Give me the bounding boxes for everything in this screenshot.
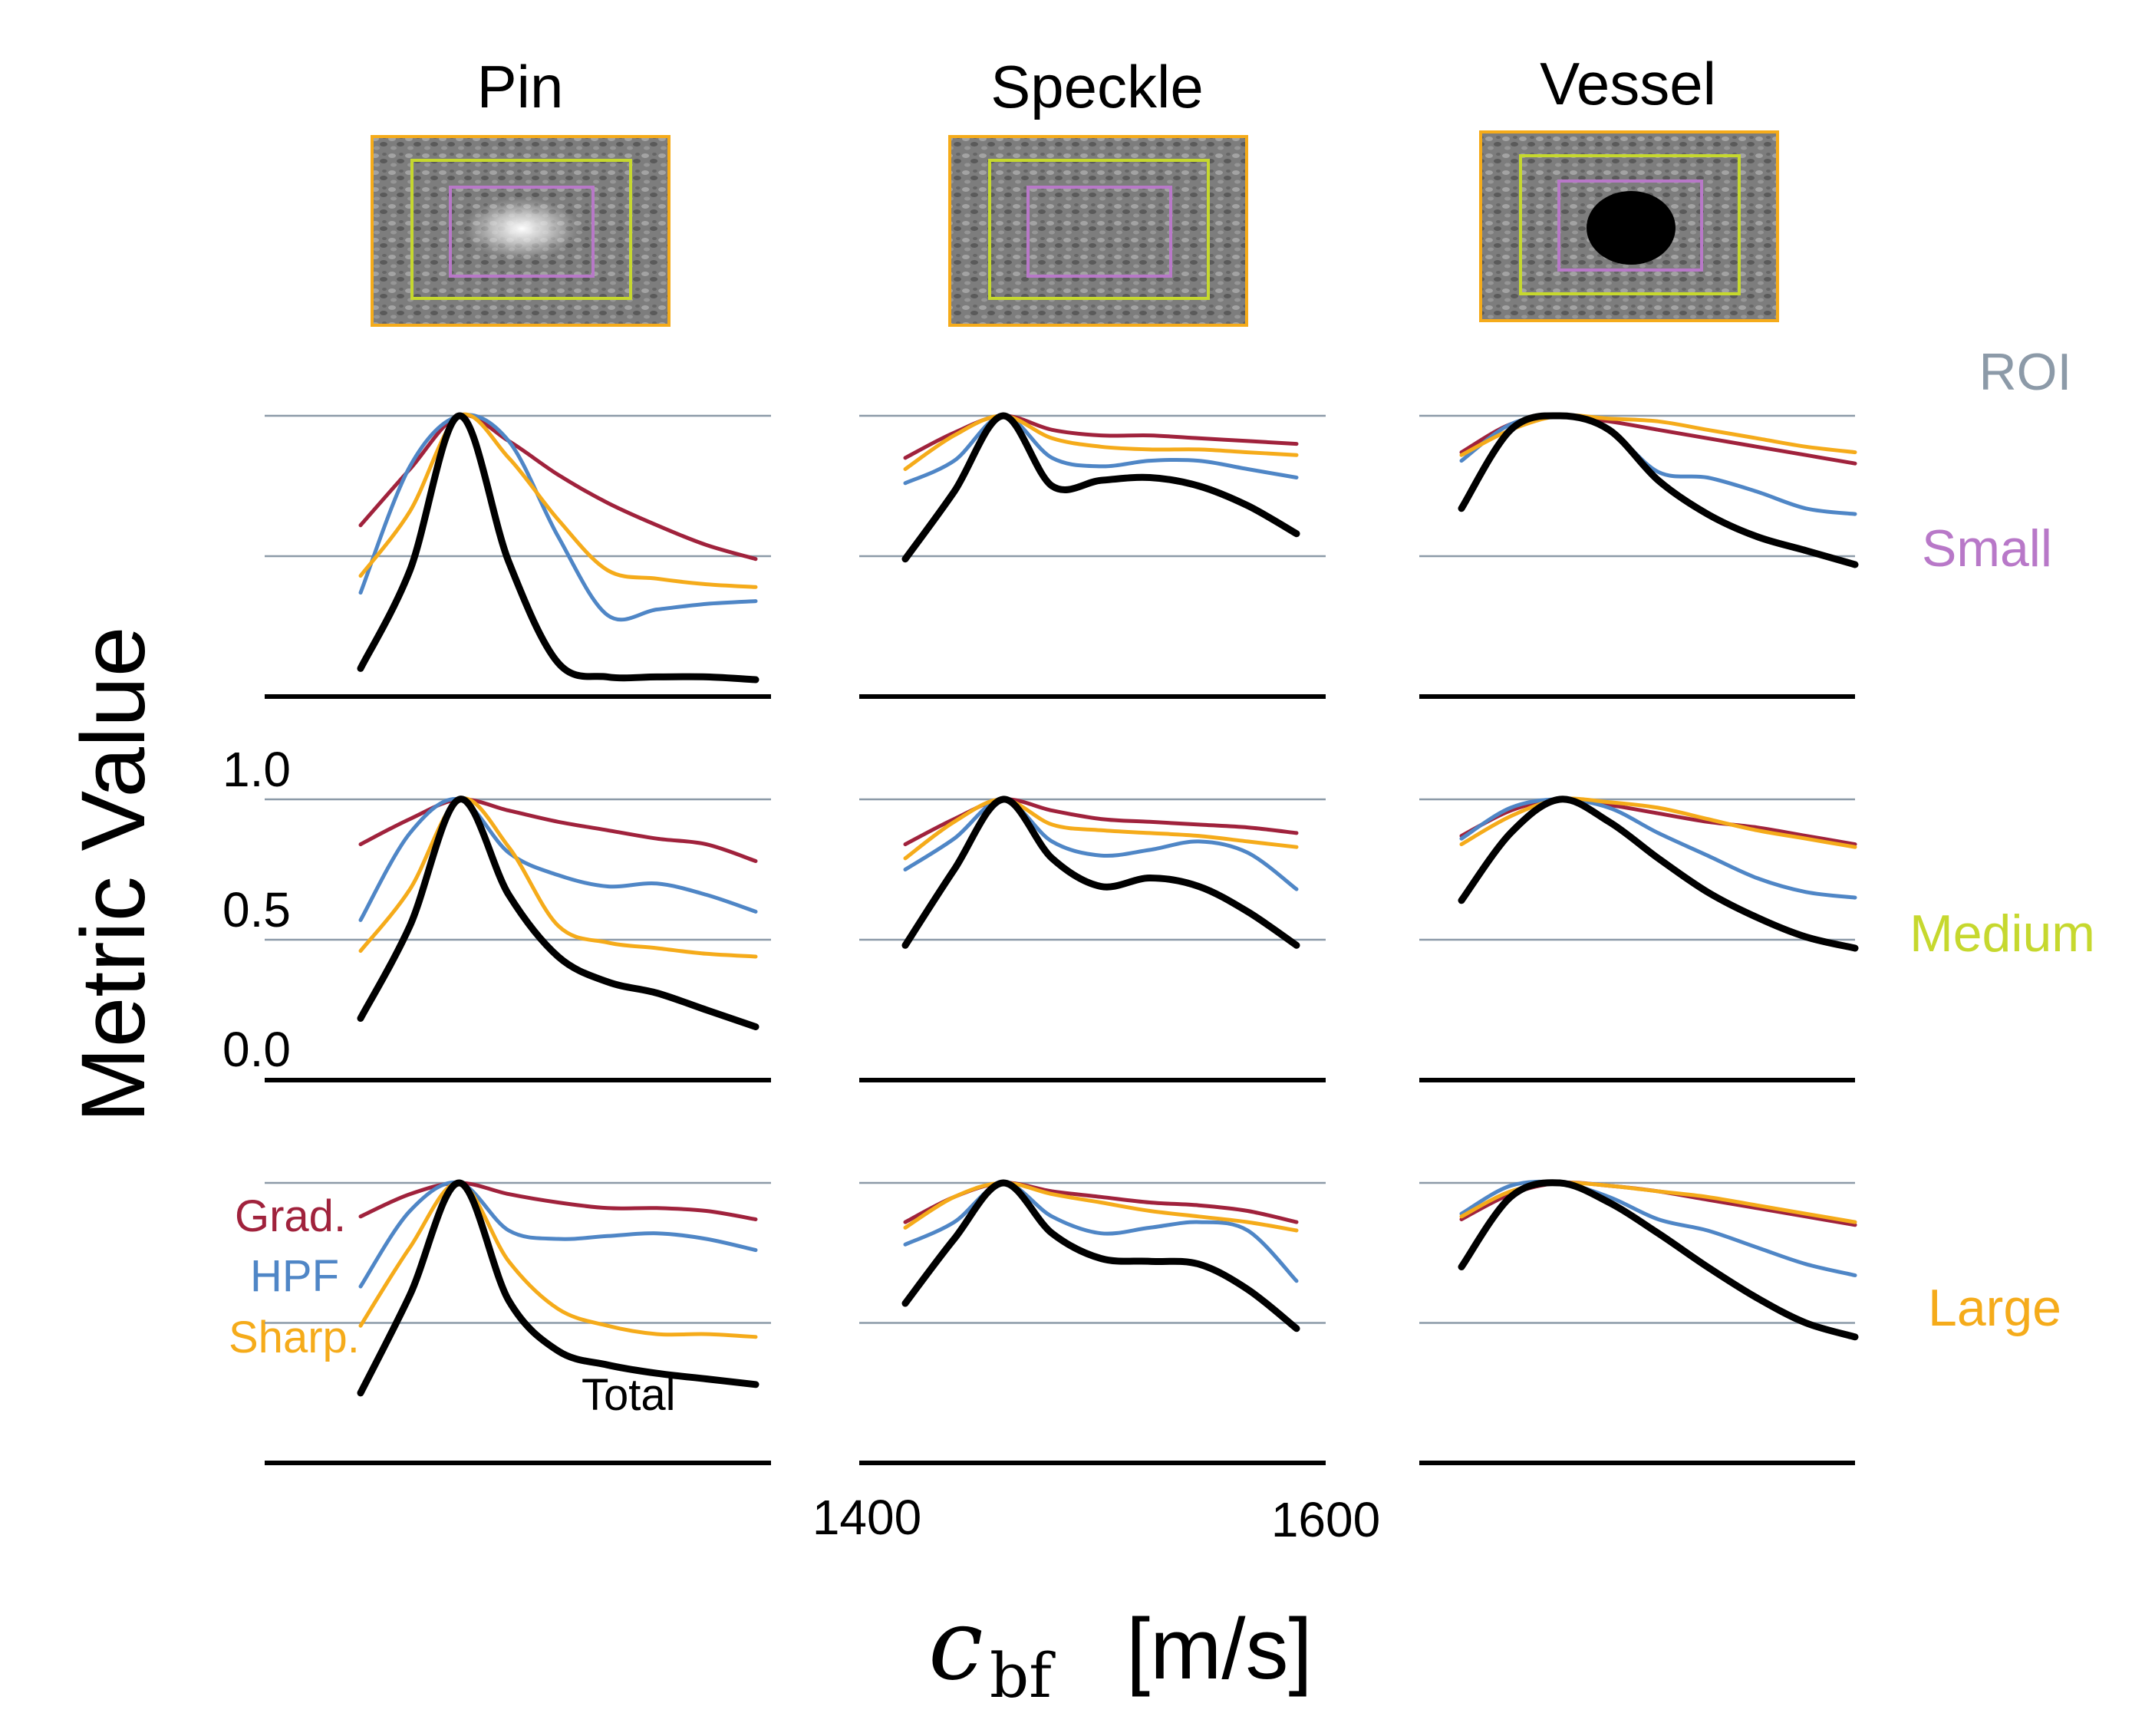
roi-header: ROI	[1979, 343, 2072, 401]
column-title-speckle: Speckle	[990, 53, 1204, 120]
series-line-hpf	[358, 1180, 758, 1289]
panel-small-vessel	[1419, 412, 1859, 699]
panels	[265, 412, 1859, 1465]
panel-small-pin	[265, 412, 771, 699]
series-line-total	[1458, 412, 1859, 568]
series-line-hpf	[903, 413, 1299, 486]
legend-total: Total	[582, 1370, 676, 1420]
series-line-total	[901, 412, 1300, 563]
x-tick-1600: 1600	[1271, 1492, 1380, 1547]
thumbnail-vessel	[1479, 130, 1779, 322]
y-tick-1-0: 1.0	[222, 742, 291, 797]
panel-large-vessel	[1419, 1179, 1859, 1465]
series-line-total	[901, 1179, 1300, 1332]
series-line-total	[357, 412, 760, 684]
series-line-total	[1458, 796, 1859, 952]
legend-hpf: HPF	[250, 1251, 339, 1301]
thumbnail-pin	[371, 135, 671, 327]
legend-grad: Grad.	[235, 1191, 346, 1241]
x-axis-label-unit: [m/s]	[1126, 1601, 1313, 1697]
panel-large-pin	[265, 1179, 771, 1465]
row-label-small: Small	[1922, 519, 2052, 578]
series-line-grad	[1459, 797, 1857, 847]
y-tick-0-0: 0.0	[222, 1022, 291, 1077]
series-line-grad	[358, 413, 758, 562]
series-line-hpf	[903, 1181, 1299, 1283]
series-line-sharp	[903, 413, 1299, 471]
column-title-pin: Pin	[477, 53, 564, 120]
row-label-medium: Medium	[1910, 904, 2095, 963]
series-line-hpf	[1459, 797, 1857, 900]
series-line-sharp	[358, 1181, 758, 1339]
series-line-hpf	[358, 413, 758, 622]
series-line-sharp	[903, 1181, 1299, 1233]
y-axis-label: Metric Value	[63, 626, 164, 1122]
series-line-grad	[358, 1181, 758, 1221]
series-line-sharp	[1459, 413, 1857, 457]
x-axis-label-subscript: bf	[990, 1640, 1056, 1711]
series-line-total	[1458, 1179, 1859, 1341]
panel-medium-vessel	[1419, 796, 1859, 1082]
panel-medium-pin	[265, 796, 771, 1082]
row-label-large: Large	[1928, 1279, 2061, 1337]
series-line-grad	[903, 797, 1299, 847]
series-line-total	[901, 796, 1300, 949]
series-line-total	[357, 796, 760, 1030]
panel-medium-speckle	[859, 796, 1326, 1082]
thumbnail-speckle	[948, 135, 1248, 327]
x-axis-label-symbol: c	[928, 1588, 984, 1702]
x-tick-1400: 1400	[812, 1490, 921, 1545]
series-line-sharp	[903, 797, 1299, 861]
series-line-sharp	[358, 796, 758, 959]
series-line-total	[357, 1179, 760, 1397]
series-line-hpf	[903, 797, 1299, 891]
series-line-sharp	[358, 412, 758, 589]
series-line-hpf	[1459, 1179, 1857, 1277]
series-line-hpf	[358, 796, 758, 922]
series-line-sharp	[1459, 796, 1857, 849]
panel-large-speckle	[859, 1179, 1326, 1465]
panel-small-speckle	[859, 412, 1326, 699]
legend-sharp: Sharp.	[229, 1313, 360, 1362]
y-tick-0-5: 0.5	[222, 882, 291, 937]
x-axis-label: c bf [m/s]	[928, 1588, 1313, 1711]
column-title-vessel: Vessel	[1540, 50, 1716, 117]
series-line-grad	[358, 797, 758, 863]
